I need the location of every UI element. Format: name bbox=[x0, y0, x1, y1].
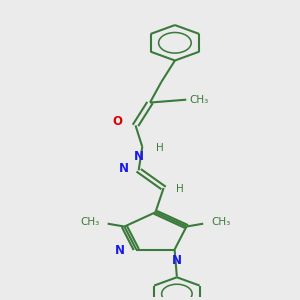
Text: CH₃: CH₃ bbox=[189, 95, 209, 105]
Text: N: N bbox=[115, 244, 125, 257]
Text: H: H bbox=[156, 143, 164, 153]
Text: CH₃: CH₃ bbox=[80, 217, 100, 227]
Text: H: H bbox=[176, 184, 184, 194]
Text: N: N bbox=[171, 254, 182, 267]
Text: O: O bbox=[112, 116, 122, 128]
Text: CH₃: CH₃ bbox=[212, 217, 231, 227]
Text: N: N bbox=[134, 150, 144, 163]
Text: N: N bbox=[119, 162, 129, 176]
